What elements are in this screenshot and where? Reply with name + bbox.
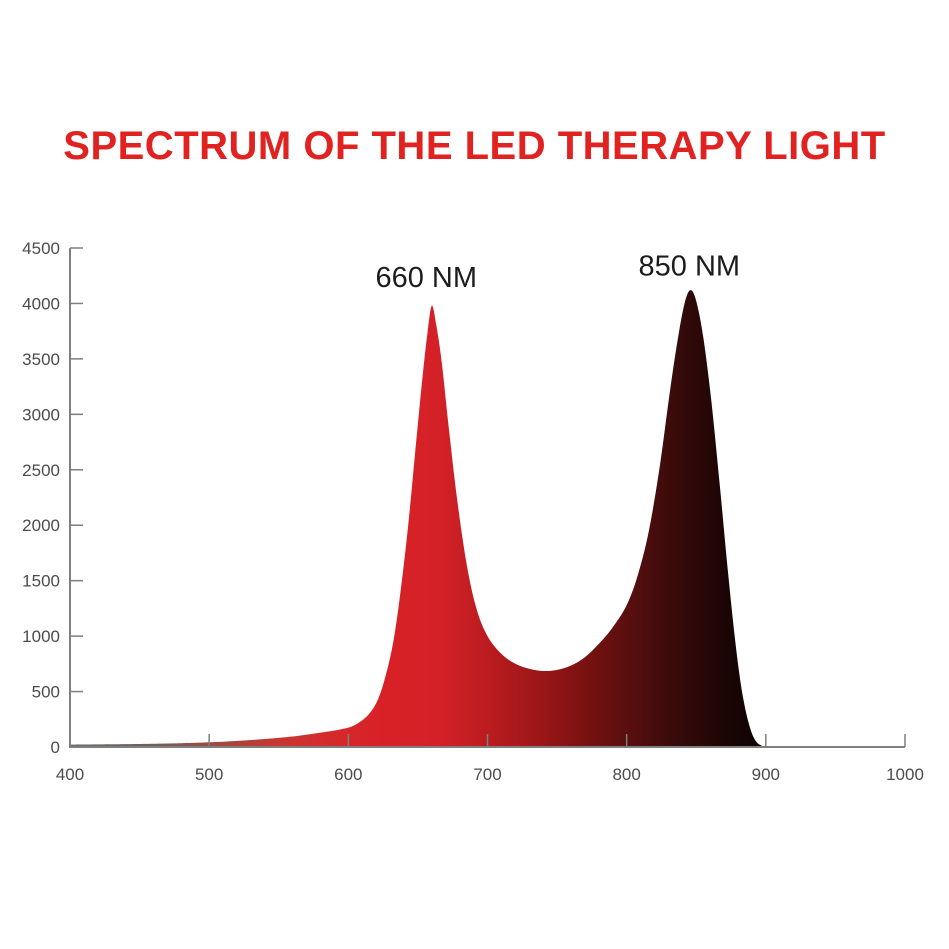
x-axis-tick-label: 400: [56, 765, 84, 784]
y-axis-tick-label: 1500: [22, 572, 60, 591]
x-axis-tick-label: 700: [473, 765, 501, 784]
y-axis-tick-label: 1000: [22, 627, 60, 646]
peak-annotation-660: 660 NM: [375, 262, 477, 294]
y-axis-tick-label: 3500: [22, 350, 60, 369]
y-axis-tick-label: 3000: [22, 405, 60, 424]
y-axis-tick-label: 2500: [22, 461, 60, 480]
y-axis-tick-label: 500: [32, 683, 60, 702]
x-axis-tick-label: 900: [752, 765, 780, 784]
x-axis-tick-label: 1000: [886, 765, 924, 784]
y-axis-tick-label: 0: [51, 738, 60, 757]
x-axis-tick-label: 800: [612, 765, 640, 784]
x-axis-tick-label: 500: [195, 765, 223, 784]
y-axis-tick-label: 4000: [22, 294, 60, 313]
spectrum-area: [70, 290, 766, 747]
x-axis-tick-label: 600: [334, 765, 362, 784]
y-axis-tick-label: 2000: [22, 516, 60, 535]
chart-title: SPECTRUM OF THE LED THERAPY LIGHT: [63, 124, 886, 168]
peak-annotation-850: 850 NM: [639, 251, 741, 283]
y-axis-tick-label: 4500: [22, 239, 60, 258]
